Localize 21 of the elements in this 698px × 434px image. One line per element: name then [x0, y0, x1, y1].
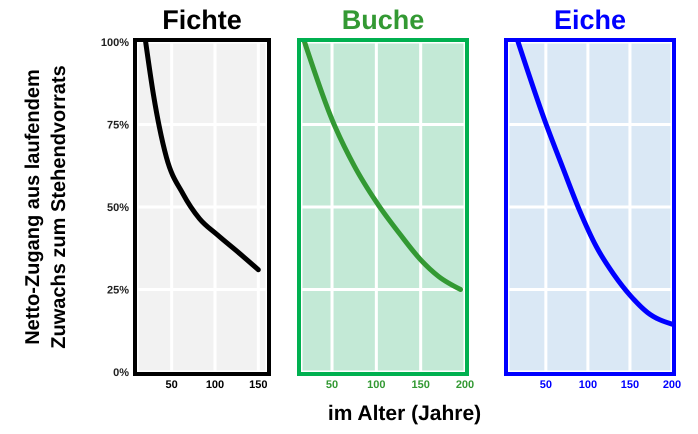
y-tick-label: 50%	[106, 202, 130, 214]
y-tick-label: 75%	[106, 119, 130, 132]
x-tick-label: 50	[540, 378, 552, 391]
y-tick-label: 100%	[100, 36, 130, 49]
x-tick-label: 150	[249, 378, 268, 391]
x-tick-label: 50	[166, 378, 178, 391]
x-tick-label: 100	[206, 378, 224, 391]
y-tick-label: 25%	[106, 284, 130, 296]
x-tick-label: 150	[411, 378, 430, 391]
chart-title: Eiche	[552, 4, 628, 36]
chart-title: Buche	[340, 4, 426, 36]
x-tick-label: 200	[662, 378, 682, 391]
x-tick-label: 150	[620, 378, 640, 391]
x-axis-title: im Alter (Jahre)	[326, 402, 482, 426]
x-tick-label: 200	[456, 378, 474, 391]
x-tick-label: 50	[326, 378, 338, 391]
y-axis-title: Netto-Zugang aus laufendem Zuwachs zum Stehendvorrats	[21, 64, 71, 351]
y-tick-label: 0%	[113, 366, 130, 379]
x-tick-label: 100	[578, 378, 598, 391]
chart-title: Fichte	[161, 4, 243, 36]
x-tick-label: 100	[367, 378, 386, 391]
